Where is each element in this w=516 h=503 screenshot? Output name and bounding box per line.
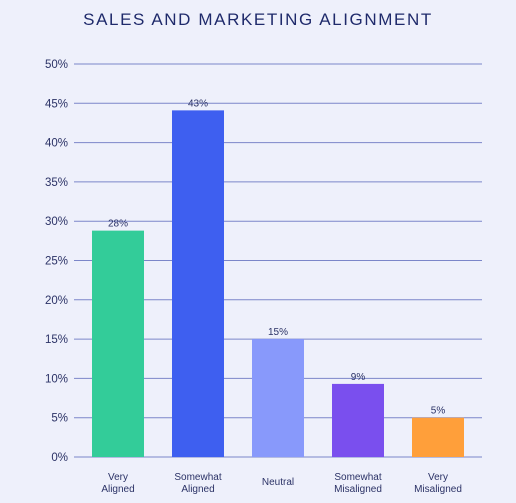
data-label: 9% <box>351 372 366 383</box>
y-tick-label: 5% <box>51 413 68 425</box>
bar <box>252 339 304 457</box>
y-tick-label: 30% <box>45 216 68 228</box>
x-tick-label: Neutral <box>262 477 294 488</box>
data-label: 43% <box>188 98 208 109</box>
y-tick-label: 10% <box>45 373 68 385</box>
y-tick-label: 25% <box>45 256 68 268</box>
bar <box>332 383 384 457</box>
y-tick-label: 15% <box>45 334 68 346</box>
chart-title: SALES AND MARKETING ALIGNMENT <box>83 10 433 29</box>
data-label: 5% <box>431 406 446 417</box>
x-tick-label: Aligned <box>101 484 134 495</box>
bar <box>172 110 224 458</box>
y-tick-label: 50% <box>45 59 68 71</box>
y-tick-label: 40% <box>45 138 68 150</box>
x-tick-label: Misaligned <box>414 484 462 495</box>
x-tick-label: Somewhat <box>334 472 381 483</box>
x-tick-label: Somewhat <box>174 472 221 483</box>
bar <box>412 417 464 457</box>
x-tick-label: Aligned <box>181 484 214 495</box>
x-tick-label: Misaligned <box>334 484 382 495</box>
x-tick-label: Very <box>108 472 128 483</box>
y-tick-label: 0% <box>51 452 68 464</box>
data-label: 15% <box>268 327 288 338</box>
y-tick-label: 20% <box>45 295 68 307</box>
x-tick-label: Very <box>428 472 448 483</box>
data-label: 28% <box>108 219 128 230</box>
y-tick-label: 45% <box>45 98 68 110</box>
bar <box>92 230 144 457</box>
y-tick-label: 35% <box>45 177 68 189</box>
